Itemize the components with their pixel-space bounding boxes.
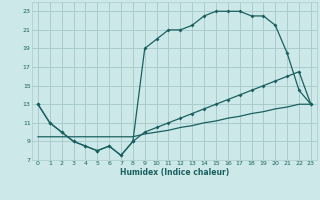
X-axis label: Humidex (Indice chaleur): Humidex (Indice chaleur) [120,168,229,177]
